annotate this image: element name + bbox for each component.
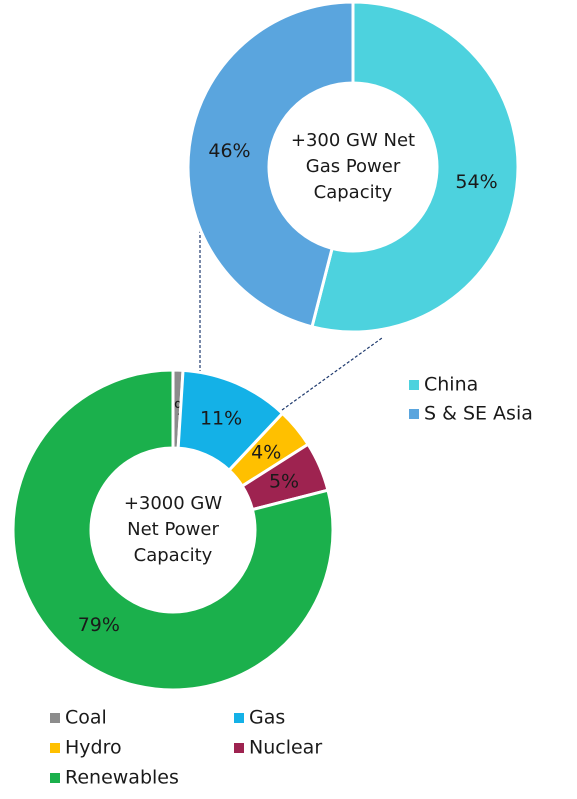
center-label: Net Power	[127, 519, 219, 540]
legend-label: Gas	[249, 707, 285, 729]
legend-label: Nuclear	[249, 737, 322, 759]
donut-segment	[11, 368, 335, 692]
donut-segment	[186, 0, 355, 329]
legend-label: China	[424, 374, 478, 396]
legend-label: Coal	[65, 707, 107, 729]
center-label: Capacity	[134, 545, 213, 566]
legend-swatch	[50, 773, 60, 783]
value-label: 4%	[251, 441, 281, 463]
value-label: 11%	[200, 407, 242, 429]
value-label: 54%	[455, 171, 497, 193]
donut-segment	[310, 0, 520, 334]
legend-label: S & SE Asia	[424, 403, 533, 425]
legend-swatch	[50, 743, 60, 753]
center-label: +3000 GW	[124, 493, 223, 514]
legend-swatch	[409, 380, 419, 390]
legend-swatch	[409, 409, 419, 419]
legend-swatch	[234, 743, 244, 753]
center-label: Capacity	[314, 182, 393, 203]
legend-label: Hydro	[65, 737, 122, 759]
legend-label: Renewables	[65, 767, 179, 789]
legend-swatch	[50, 713, 60, 723]
center-label: +300 GW Net	[291, 130, 415, 151]
value-label: 46%	[208, 140, 250, 162]
value-label: 5%	[269, 470, 299, 492]
value-label: 79%	[78, 614, 120, 636]
legend-swatch	[234, 713, 244, 723]
connector	[281, 337, 383, 411]
center-label: Gas Power	[306, 156, 401, 177]
